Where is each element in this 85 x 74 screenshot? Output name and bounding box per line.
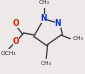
Text: CH₃: CH₃ <box>41 61 52 66</box>
Text: N: N <box>41 14 47 23</box>
Text: CH₃: CH₃ <box>73 36 83 41</box>
Text: O: O <box>13 37 19 46</box>
Text: CH₃: CH₃ <box>38 0 49 5</box>
Text: O: O <box>13 19 19 28</box>
Text: N: N <box>55 19 61 28</box>
Text: OCH₃: OCH₃ <box>0 51 16 56</box>
